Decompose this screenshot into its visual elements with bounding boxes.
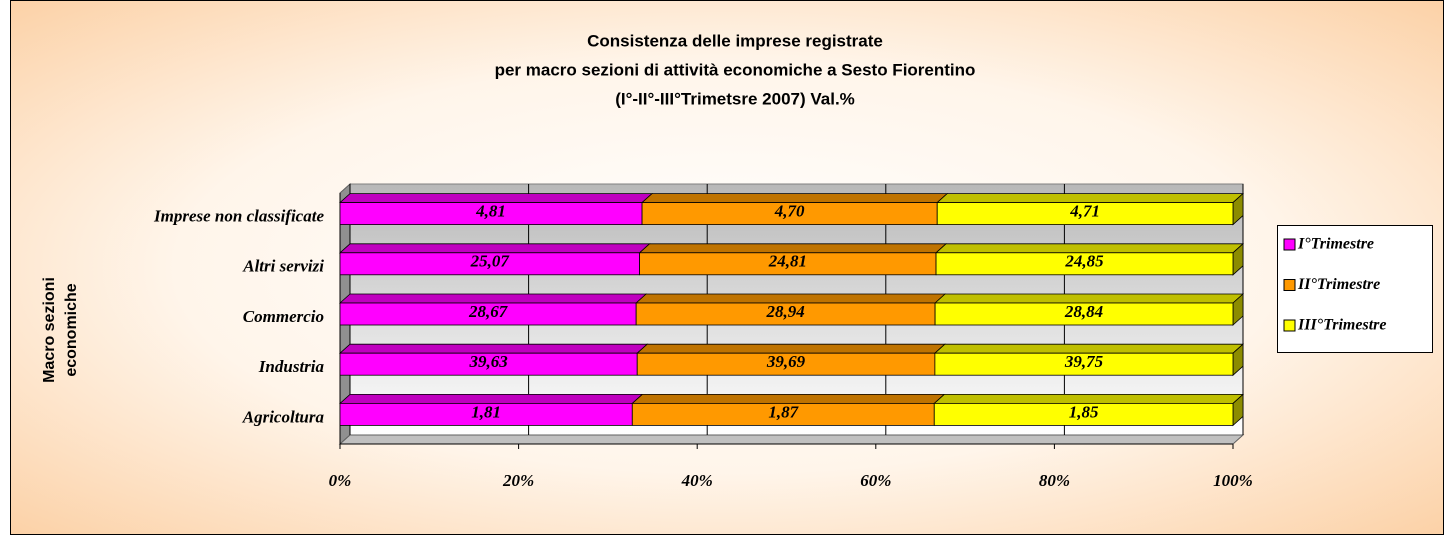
data-label: 24,85 (1064, 252, 1104, 271)
y-axis-label-line: economiche (63, 283, 80, 376)
y-tick-label: Agricoltura (242, 407, 325, 426)
data-label: 24,81 (768, 252, 807, 271)
x-tick-label: 60% (860, 471, 891, 490)
data-label: 28,84 (1064, 302, 1103, 321)
legend-swatch (1283, 238, 1296, 251)
bar (934, 302, 1234, 326)
legend-swatch (1283, 279, 1296, 291)
x-tick-label: 40% (681, 471, 713, 490)
legend-label: III°Trimestre (1297, 317, 1386, 334)
x-tick-label: 20% (502, 471, 534, 490)
data-label: 39,75 (1064, 352, 1104, 371)
bar (934, 352, 1234, 376)
floor (338, 434, 1245, 445)
y-tick-label: Altri servizi (242, 257, 324, 276)
legend-label: II°Trimestre (1297, 276, 1380, 293)
y-axis-label: Macro sezioni economiche (41, 277, 80, 383)
bar (936, 202, 1234, 226)
chart-title: per macro sezioni di attività economiche… (495, 60, 976, 79)
bar (935, 252, 1234, 276)
y-axis-label-line: Macro sezioni (41, 277, 58, 383)
data-label: 4,70 (774, 202, 805, 221)
data-label: 28,94 (765, 302, 804, 321)
data-label: 4,81 (475, 202, 506, 221)
data-label: 1,85 (1069, 402, 1099, 421)
data-label: 39,69 (766, 352, 806, 371)
legend-box (1277, 225, 1433, 353)
chart-title: (I°-II°-III°Trimetsre 2007) Val.% (615, 89, 855, 108)
bar (933, 402, 1234, 426)
y-tick-label: Industria (258, 357, 325, 376)
y-tick-label: Imprese non classificate (153, 207, 324, 226)
y-tick-label: Commercio (243, 307, 324, 326)
data-label: 1,81 (471, 402, 501, 421)
x-tick-label: 100% (1213, 471, 1253, 490)
chart-title: Consistenza delle imprese registrate (587, 31, 883, 50)
legend-label: I°Trimestre (1297, 236, 1374, 253)
data-label: 28,67 (468, 302, 509, 321)
x-tick-label: 80% (1039, 471, 1070, 490)
data-label: 25,07 (470, 252, 511, 271)
legend-swatch (1283, 319, 1296, 332)
data-label: 4,71 (1069, 202, 1100, 221)
x-tick-label: 0% (329, 471, 352, 490)
data-label: 39,63 (468, 352, 508, 371)
data-label: 1,87 (768, 402, 799, 421)
